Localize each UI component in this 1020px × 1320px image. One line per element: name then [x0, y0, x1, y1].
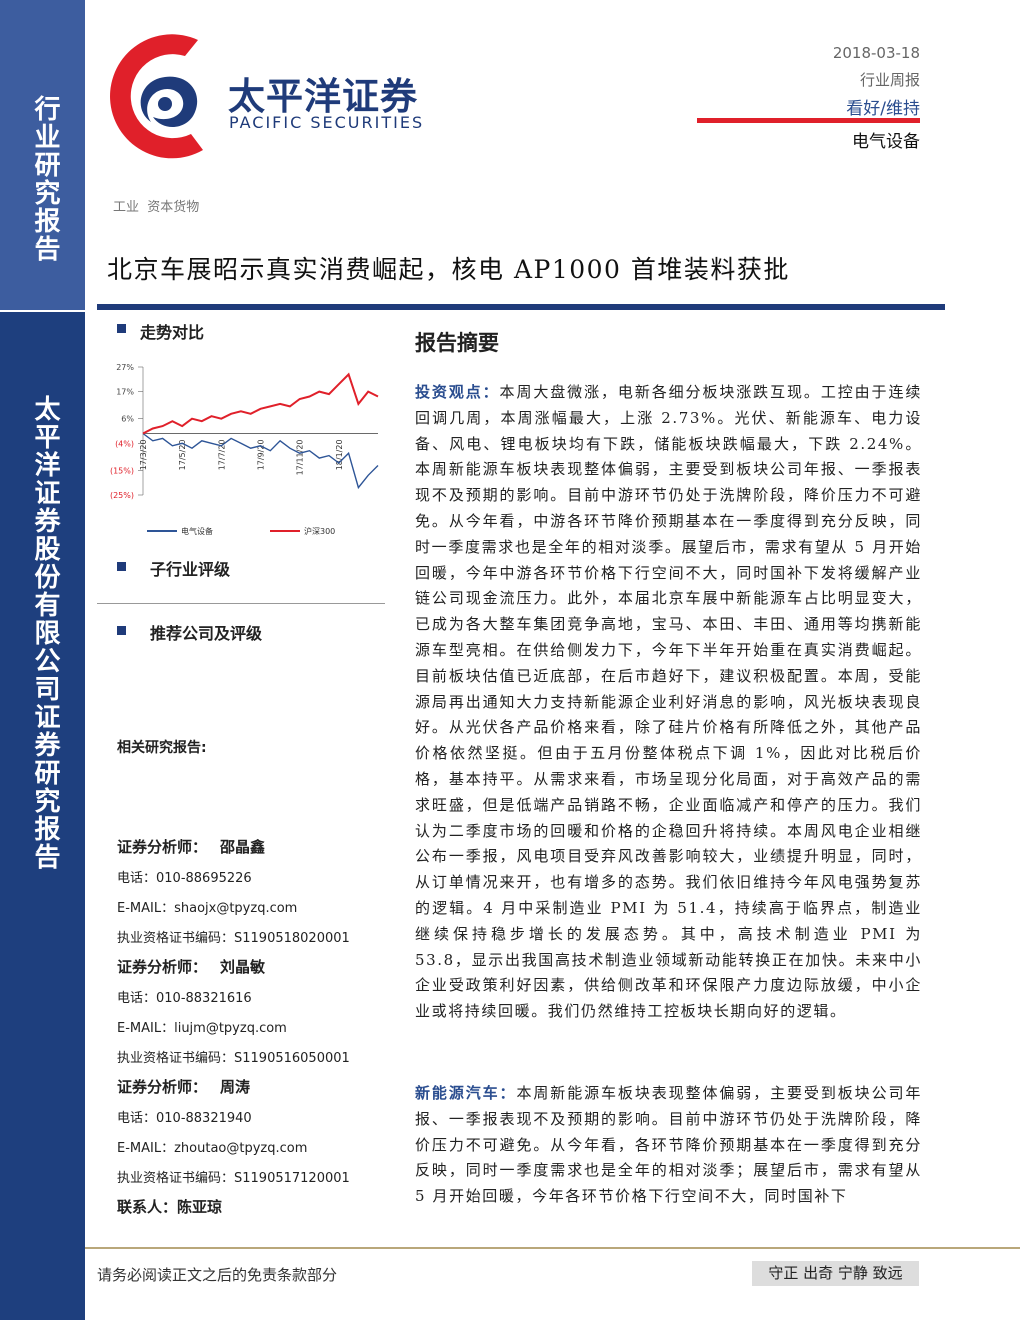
email-label: E-MAIL： [117, 1141, 175, 1156]
phone: 010-88695226 [156, 871, 252, 886]
category: 工业 资本货物 [113, 196, 199, 215]
footer-rule [85, 1247, 1020, 1249]
analyst-role: 证券分析师： [117, 838, 208, 856]
sidebar-label: 行业研究报告 [30, 95, 60, 263]
y-tick-label: (25%) [110, 491, 134, 500]
analyst-email: E-MAIL：shaojx@tpyzq.com [117, 897, 297, 916]
contact-label: 联系人： [117, 1198, 178, 1216]
section-heading: 子行业评级 [150, 560, 231, 579]
analyst-phone: 电话：010-88695226 [117, 867, 252, 886]
title-rule [97, 304, 945, 310]
motto: 守正 出奇 宁静 致远 [752, 1261, 919, 1286]
x-tick-label: 18/1/20 [335, 439, 344, 470]
email: shaojx@tpyzq.com [174, 901, 298, 916]
phone: 010-88321616 [156, 991, 252, 1006]
sidebar-top [0, 0, 85, 310]
report-title: 北京车展昭示真实消费崛起，核电 AP1000 首堆装料获批 [107, 255, 790, 284]
phone-label: 电话： [117, 1111, 157, 1126]
legend-label: 沪深300 [304, 526, 335, 536]
x-tick-label: 17/3/20 [139, 439, 148, 470]
phone-label: 电话： [117, 871, 157, 886]
paragraph-lead: 新能源汽车： [415, 1084, 517, 1102]
contact: 联系人：陈亚琼 [117, 1196, 222, 1217]
logo-mark [110, 34, 203, 159]
bullet [117, 626, 126, 635]
contact-name: 陈亚琼 [177, 1198, 223, 1216]
phone-label: 电话： [117, 991, 157, 1006]
disclaimer: 请务必阅读正文之后的免责条款部分 [97, 1266, 338, 1284]
summary-heading: 报告摘要 [415, 330, 499, 355]
analyst-role: 证券分析师： [117, 958, 208, 976]
sidebar-bottom [0, 312, 85, 1320]
paragraph-text: 本周大盘微涨，电新各细分板块涨跌互现。工控由于连续回调几周，本周涨幅最大，上涨 … [415, 383, 922, 1021]
related-heading: 相关研究报告: [117, 740, 207, 756]
y-tick-label: (15%) [110, 466, 134, 475]
sector: 电气设备 [852, 132, 920, 152]
analyst-cert: 执业资格证书编码：S1190516050001 [117, 1047, 350, 1066]
bullet [117, 324, 126, 333]
analyst-email: E-MAIL：zhoutao@tpyzq.com [117, 1137, 307, 1156]
report-date: 2018-03-18 [832, 44, 920, 62]
email-label: E-MAIL： [117, 1021, 175, 1036]
series-line [142, 432, 379, 490]
logo-name: 太平洋证券 [228, 75, 418, 118]
section-heading: 走势对比 [140, 323, 205, 342]
divider [97, 603, 385, 604]
legend-label: 电气设备 [181, 526, 213, 536]
cert-label: 执业资格证书编码： [117, 931, 235, 946]
analyst-name: 邵晶鑫 [220, 838, 266, 856]
trend-chart: 27% 17% 6% (4%) (15%) (25%) 17/3/20 17/5/20 17/7… [110, 363, 379, 536]
category-item: 资本货物 [147, 200, 200, 215]
y-tick-label: 27% [116, 363, 134, 372]
analyst-name: 刘晶敏 [220, 958, 266, 976]
cert: S1190518020001 [234, 931, 350, 946]
cert: S1190517120001 [234, 1171, 350, 1186]
y-tick-label: 17% [116, 388, 134, 397]
analyst-phone: 电话：010-88321616 [117, 987, 252, 1006]
summary-paragraph: 投资观点：本周大盘微涨，电新各细分板块涨跌互现。工控由于连续回调几周，本周涨幅最… [415, 380, 922, 1025]
paragraph-text: 本周新能源车板块表现整体偏弱，主要受到板块公司年报、一季报表现不及预期的影响。目… [415, 1084, 922, 1206]
cert: S1190516050001 [234, 1051, 350, 1066]
analyst-cert: 执业资格证书编码：S1190518020001 [117, 927, 350, 946]
sidebar-company: 太平洋证券股份有限公司证券研究报告 [30, 395, 60, 871]
logo-english: PACIFIC SECURITIES [229, 113, 425, 132]
email-label: E-MAIL： [117, 901, 175, 916]
x-tick-label: 17/9/20 [257, 439, 266, 470]
analyst-email: E-MAIL：liujm@tpyzq.com [117, 1017, 287, 1036]
email: liujm@tpyzq.com [174, 1021, 287, 1036]
paragraph-lead: 投资观点： [415, 383, 500, 401]
x-tick-label: 17/7/20 [217, 439, 226, 470]
rating-bar [697, 118, 920, 123]
analyst-cert: 执业资格证书编码：S1190517120001 [117, 1167, 350, 1186]
summary-paragraph: 新能源汽车：本周新能源车板块表现整体偏弱，主要受到板块公司年报、一季报表现不及预… [415, 1081, 922, 1210]
bullet [117, 562, 126, 571]
y-tick-label: 6% [121, 415, 134, 424]
x-tick-label: 17/11/20 [296, 439, 305, 475]
analyst-role: 证券分析师： [117, 1078, 208, 1096]
analyst-phone: 电话：010-88321940 [117, 1107, 252, 1126]
rating: 看好/维持 [846, 99, 920, 119]
analyst-name: 周涛 [220, 1078, 251, 1096]
y-tick-label: (4%) [115, 439, 134, 448]
report-type: 行业周报 [859, 71, 920, 89]
series-line [142, 372, 379, 435]
cert-label: 执业资格证书编码： [117, 1171, 235, 1186]
cert-label: 执业资格证书编码： [117, 1051, 235, 1066]
phone: 010-88321940 [156, 1111, 252, 1126]
email: zhoutao@tpyzq.com [174, 1141, 308, 1156]
section-heading: 推荐公司及评级 [150, 624, 263, 643]
category-item: 工业 [113, 200, 140, 215]
x-tick-label: 17/5/20 [178, 439, 187, 470]
